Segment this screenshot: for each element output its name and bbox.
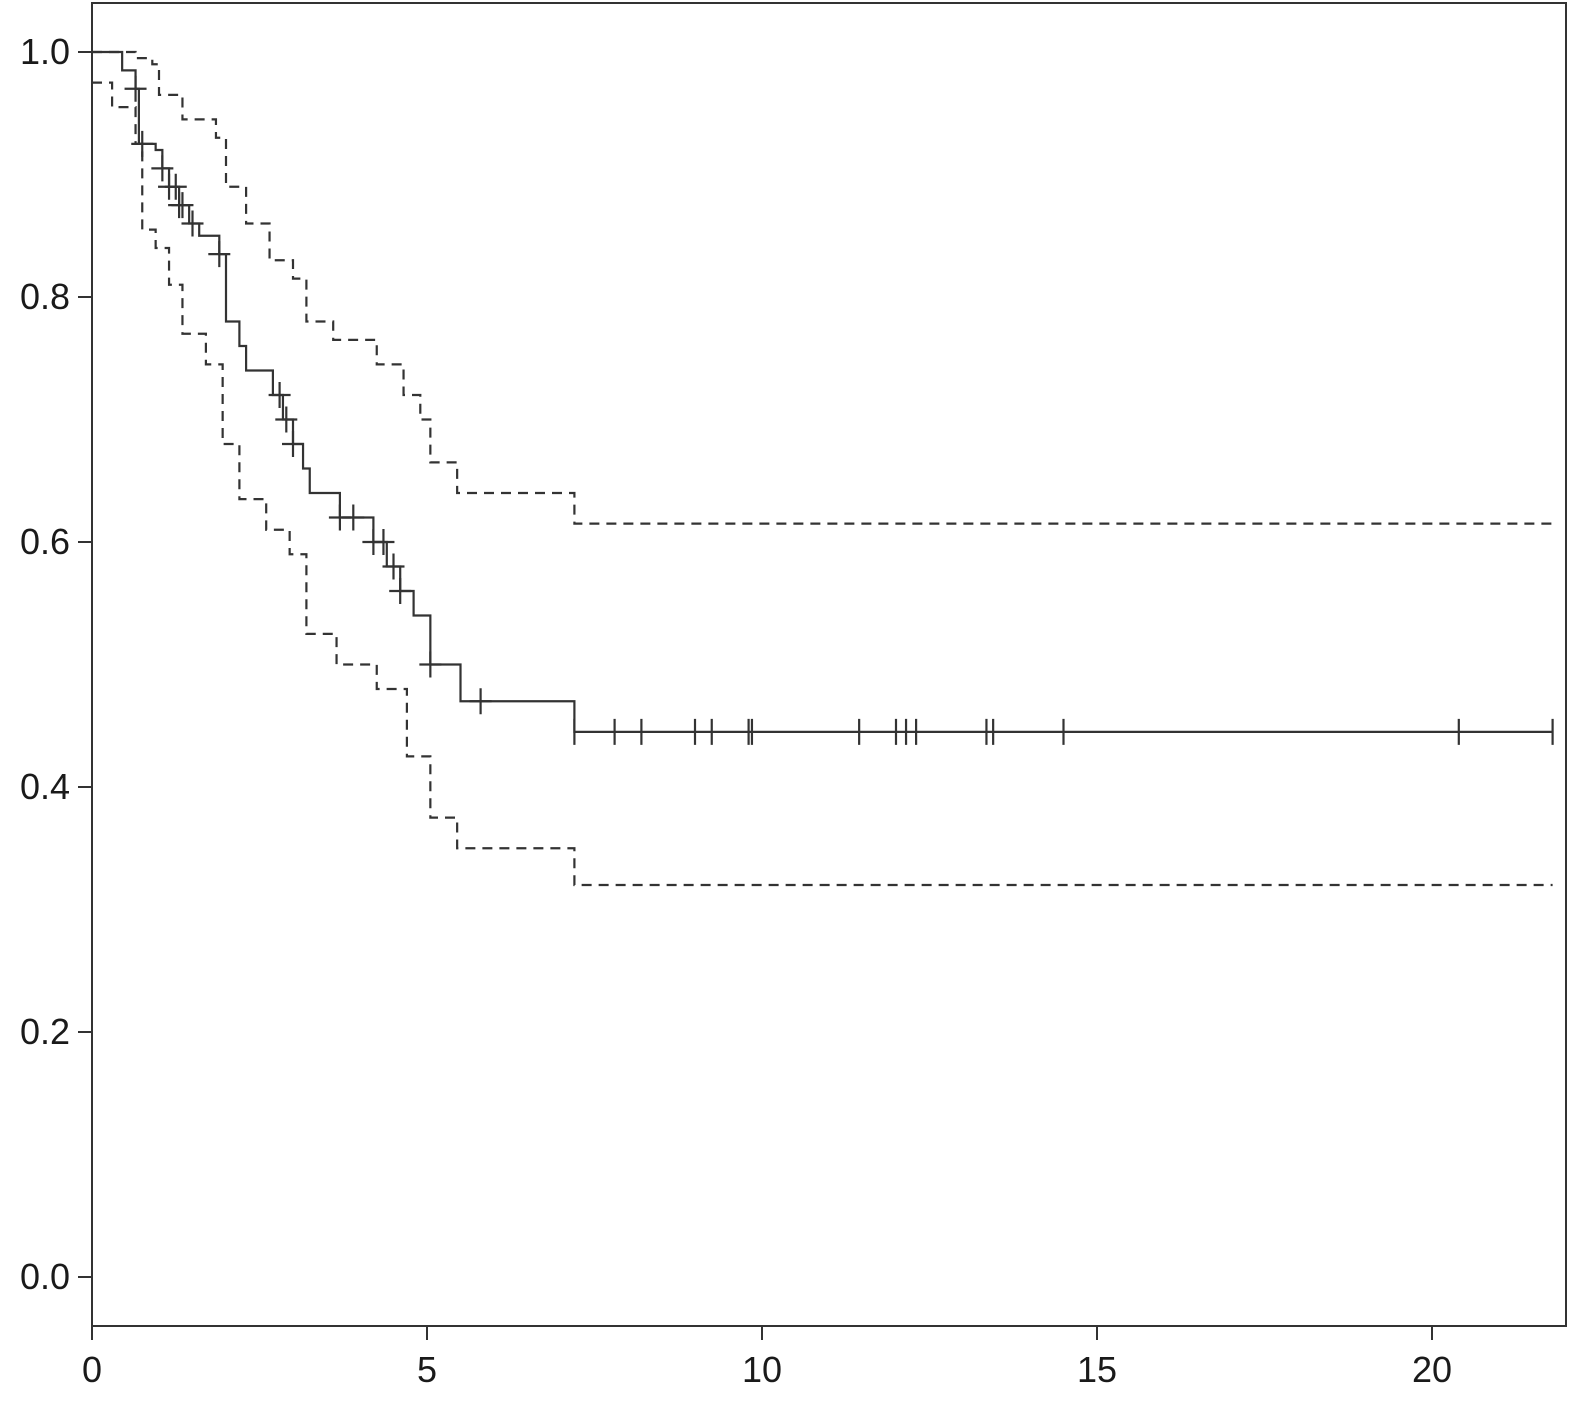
y-tick-label: 1.0	[20, 31, 70, 72]
axes	[91, 2, 1567, 1327]
x-tick-label: 20	[1412, 1349, 1452, 1390]
x-tick-label: 10	[742, 1349, 782, 1390]
y-tick-label: 0.0	[20, 1256, 70, 1297]
lower-ci-curve	[92, 81, 1553, 887]
y-tick-label: 0.6	[20, 521, 70, 562]
y-tick-label: 0.2	[20, 1011, 70, 1052]
censor-marks	[124, 75, 1554, 745]
upper-ci-curve	[92, 50, 1553, 525]
y-tick-label: 0.8	[20, 276, 70, 317]
survival-curve	[92, 50, 1553, 733]
y-axis-ticks: 0.0 0.2 0.4 0.6 0.8 1.0	[20, 31, 92, 1297]
plot-frame	[91, 2, 1567, 1327]
x-axis-ticks: 0 5 10 15 20	[82, 1326, 1452, 1390]
y-tick-label: 0.4	[20, 766, 70, 807]
x-tick-label: 15	[1077, 1349, 1117, 1390]
series-layer	[92, 50, 1553, 887]
x-tick-label: 5	[417, 1349, 437, 1390]
x-tick-label: 0	[82, 1349, 102, 1390]
